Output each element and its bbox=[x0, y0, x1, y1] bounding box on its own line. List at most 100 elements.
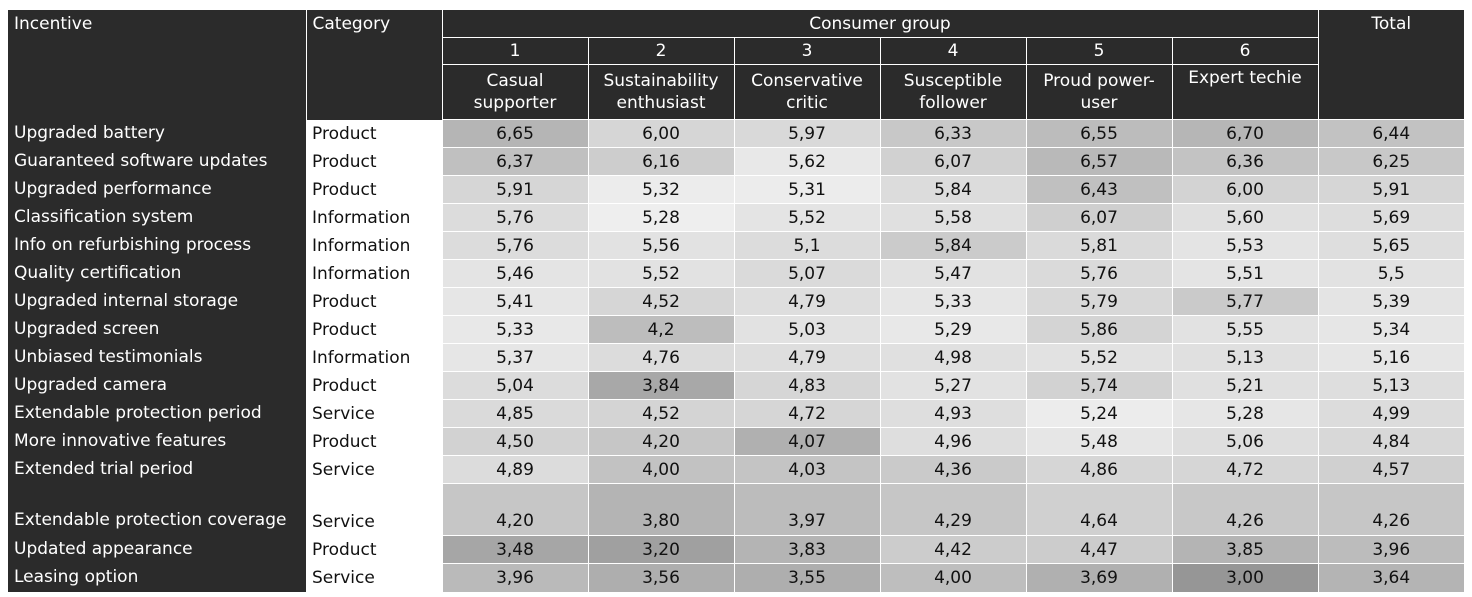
category-cell: Information bbox=[306, 343, 442, 372]
group-value-cell: 6,57 bbox=[1025, 147, 1172, 176]
group-value-cell: 6,43 bbox=[1025, 175, 1172, 204]
group-value-cell: 5,53 bbox=[1171, 231, 1318, 260]
incentive-header: Incentive bbox=[8, 10, 306, 38]
total-value-cell: 5,39 bbox=[1317, 287, 1464, 316]
group-value-cell: 4,86 bbox=[1025, 455, 1172, 484]
group-value-cell: 3,83 bbox=[733, 535, 880, 564]
group-value-cell: 4,00 bbox=[879, 563, 1026, 592]
table-row: Unbiased testimonials Information 5,37 4,76… bbox=[8, 343, 1464, 372]
group-value-cell: 4,20 bbox=[441, 483, 588, 536]
group-value-cell: 5,97 bbox=[733, 119, 880, 148]
group-value-cell: 6,70 bbox=[1171, 119, 1318, 148]
group-value-cell: 5,27 bbox=[879, 371, 1026, 400]
group-value-cell: 3,55 bbox=[733, 563, 880, 592]
group-value-cell: 5,81 bbox=[1025, 231, 1172, 260]
table-row: Upgraded internal storage Product 5,41 4,52… bbox=[8, 287, 1464, 316]
group-value-cell: 5,24 bbox=[1025, 399, 1172, 428]
table-row: Upgraded screen Product 5,33 4,2 5,03 5,29 5,8… bbox=[8, 315, 1464, 344]
group-value-cell: 4,07 bbox=[733, 427, 880, 456]
category-cell: Product bbox=[306, 175, 442, 204]
group-value-cell: 4,47 bbox=[1025, 535, 1172, 564]
group-value-cell: 5,28 bbox=[1171, 399, 1318, 428]
group-value-cell: 4,83 bbox=[733, 371, 880, 400]
group-value-cell: 6,16 bbox=[587, 147, 734, 176]
group-value-cell: 6,36 bbox=[1171, 147, 1318, 176]
group-value-cell: 6,33 bbox=[879, 119, 1026, 148]
group-value-cell: 5,52 bbox=[587, 259, 734, 288]
category-cell: Product bbox=[306, 535, 442, 564]
incentive-cell: Upgraded battery bbox=[8, 119, 306, 148]
table-row: Leasing option Service 3,96 3,56 3,55 4,00 3,6… bbox=[8, 563, 1464, 592]
group-value-cell: 3,00 bbox=[1171, 563, 1318, 592]
category-cell: Information bbox=[306, 203, 442, 232]
group-value-cell: 6,07 bbox=[1025, 203, 1172, 232]
incentive-cell: Updated appearance bbox=[8, 535, 306, 564]
group-name: Conservative critic bbox=[733, 64, 880, 120]
table-row: Classification system Information 5,76 5,28… bbox=[8, 203, 1464, 232]
table-row: More innovative features Product 4,50 4,20 4… bbox=[8, 427, 1464, 456]
category-cell: Product bbox=[306, 315, 442, 344]
total-value-cell: 5,5 bbox=[1317, 259, 1464, 288]
table-row: Extended trial period Service 4,89 4,00 4,03… bbox=[8, 455, 1464, 484]
incentive-table: Incentive Category Consumer group Total … bbox=[8, 10, 1464, 592]
group-value-cell: 5,46 bbox=[441, 259, 588, 288]
table-row: Extendable protection period Service 4,85 4… bbox=[8, 399, 1464, 428]
group-value-cell: 4,79 bbox=[733, 287, 880, 316]
group-value-cell: 3,96 bbox=[441, 563, 588, 592]
group-value-cell: 4,79 bbox=[733, 343, 880, 372]
consumer-group-header: Consumer group bbox=[441, 10, 1318, 38]
blank-header-cell bbox=[8, 64, 306, 120]
group-value-cell: 4,89 bbox=[441, 455, 588, 484]
category-cell: Product bbox=[306, 427, 442, 456]
group-value-cell: 5,13 bbox=[1171, 343, 1318, 372]
group-value-cell: 4,20 bbox=[587, 427, 734, 456]
group-value-cell: 6,00 bbox=[1171, 175, 1318, 204]
group-value-cell: 5,31 bbox=[733, 175, 880, 204]
group-name: Susceptible follower bbox=[879, 64, 1026, 120]
group-value-cell: 5,37 bbox=[441, 343, 588, 372]
group-value-cell: 5,74 bbox=[1025, 371, 1172, 400]
total-value-cell: 5,69 bbox=[1317, 203, 1464, 232]
group-name: Expert techie bbox=[1171, 64, 1318, 120]
incentive-cell: Quality certification bbox=[8, 259, 306, 288]
category-cell: Information bbox=[306, 259, 442, 288]
group-value-cell: 3,80 bbox=[587, 483, 734, 536]
group-value-cell: 5,47 bbox=[879, 259, 1026, 288]
group-value-cell: 5,84 bbox=[879, 175, 1026, 204]
group-value-cell: 4,42 bbox=[879, 535, 1026, 564]
group-value-cell: 5,52 bbox=[733, 203, 880, 232]
group-value-cell: 4,72 bbox=[1171, 455, 1318, 484]
blank-header-cell bbox=[305, 64, 442, 120]
group-value-cell: 4,52 bbox=[587, 399, 734, 428]
group-value-cell: 6,37 bbox=[441, 147, 588, 176]
group-value-cell: 4,98 bbox=[879, 343, 1026, 372]
group-value-cell: 3,69 bbox=[1025, 563, 1172, 592]
group-value-cell: 5,07 bbox=[733, 259, 880, 288]
incentive-cell: Upgraded screen bbox=[8, 315, 306, 344]
incentive-cell: Info on refurbishing process bbox=[8, 231, 306, 260]
group-value-cell: 6,55 bbox=[1025, 119, 1172, 148]
category-header: Category bbox=[305, 10, 442, 38]
group-value-cell: 5,33 bbox=[879, 287, 1026, 316]
total-value-cell: 4,84 bbox=[1317, 427, 1464, 456]
group-value-cell: 4,72 bbox=[733, 399, 880, 428]
blank-header-cell bbox=[305, 37, 442, 65]
incentive-cell: Upgraded camera bbox=[8, 371, 306, 400]
total-value-cell: 6,25 bbox=[1317, 147, 1464, 176]
group-value-cell: 4,2 bbox=[587, 315, 734, 344]
group-value-cell: 5,76 bbox=[1025, 259, 1172, 288]
category-cell: Product bbox=[306, 119, 442, 148]
group-value-cell: 5,76 bbox=[441, 203, 588, 232]
table-row: Info on refurbishing process Information 5… bbox=[8, 231, 1464, 260]
group-value-cell: 5,79 bbox=[1025, 287, 1172, 316]
group-value-cell: 3,48 bbox=[441, 535, 588, 564]
table-row: Upgraded battery Product 6,65 6,00 5,97 6,33 6… bbox=[8, 119, 1464, 148]
group-value-cell: 4,93 bbox=[879, 399, 1026, 428]
group-value-cell: 4,29 bbox=[879, 483, 1026, 536]
group-value-cell: 4,64 bbox=[1025, 483, 1172, 536]
group-value-cell: 4,52 bbox=[587, 287, 734, 316]
group-name: Sustainability enthusiast bbox=[587, 64, 734, 120]
group-number: 1 bbox=[441, 37, 588, 65]
group-value-cell: 5,58 bbox=[879, 203, 1026, 232]
blank-header-cell bbox=[1317, 64, 1464, 120]
